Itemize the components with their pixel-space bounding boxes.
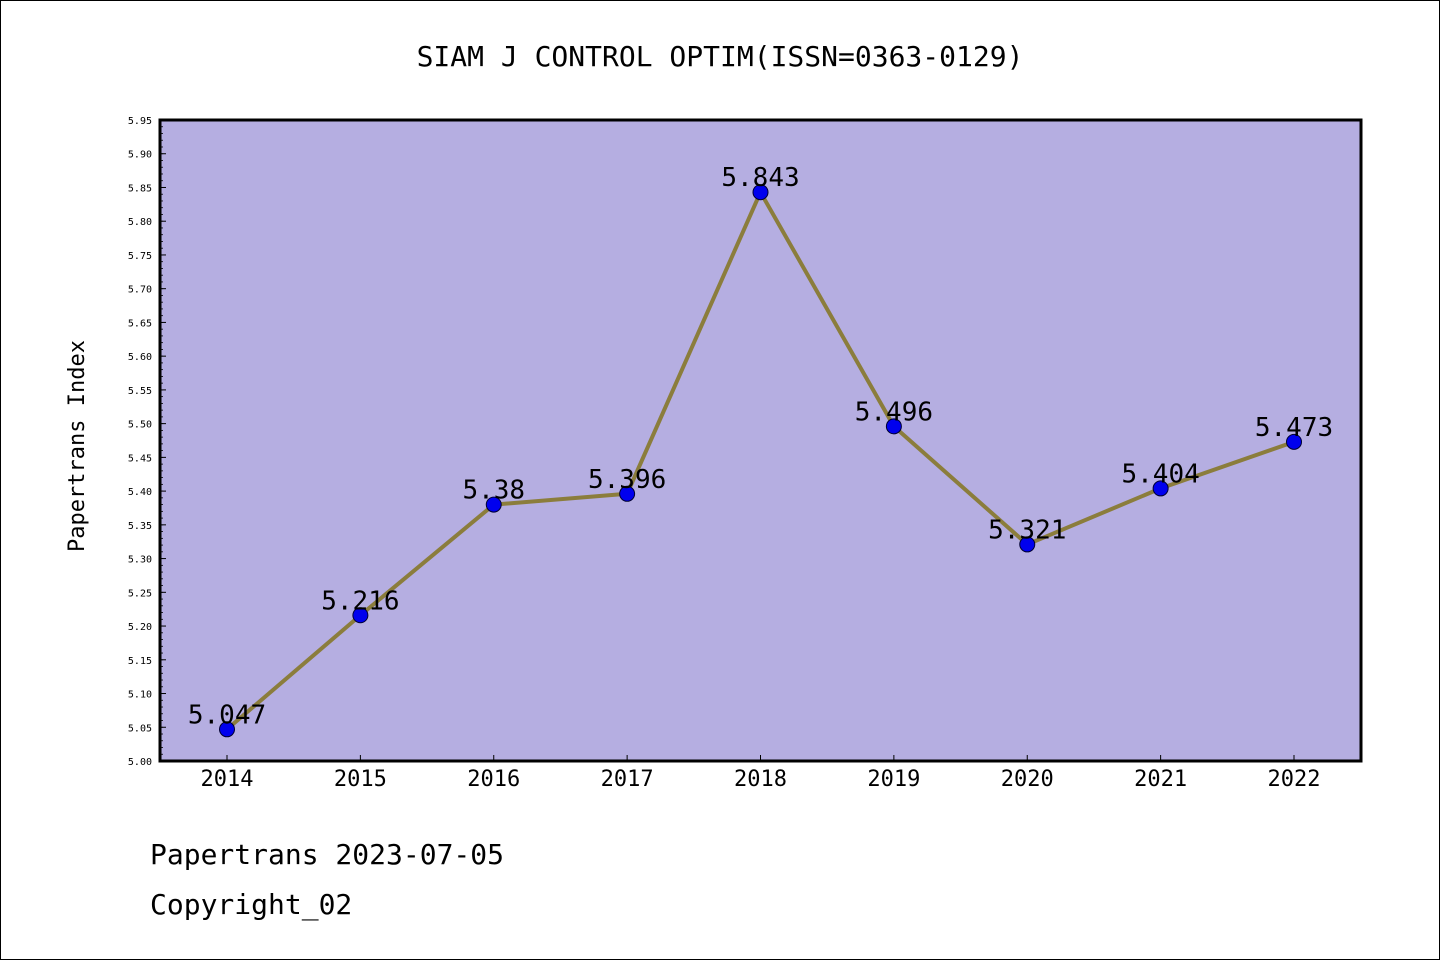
data-label-2017: 5.396 bbox=[588, 465, 666, 495]
data-label-2022: 5.473 bbox=[1255, 413, 1333, 443]
y-tick-label: 5.10 bbox=[128, 690, 152, 701]
footer-copyright: Copyright_02 bbox=[150, 888, 352, 922]
data-point-2022 bbox=[1286, 433, 1302, 450]
x-tick-label: 2014 bbox=[201, 767, 254, 792]
data-label-group: 5.047 5.216 5.38 5.396 5.843 5.496 5.321 5.404 5… bbox=[188, 163, 1333, 730]
data-point-2017 bbox=[619, 485, 636, 502]
x-tick-label: 2018 bbox=[734, 767, 787, 792]
y-tick-label: 5.40 bbox=[128, 487, 152, 498]
data-label-2016: 5.38 bbox=[462, 476, 525, 506]
y-tick-label: 5.70 bbox=[128, 285, 152, 296]
y-tick-label: 5.80 bbox=[128, 217, 152, 228]
data-point-2020 bbox=[1019, 536, 1036, 553]
y-tick-label: 5.15 bbox=[128, 656, 152, 667]
y-tick-label: 5.75 bbox=[128, 251, 152, 262]
y-tick-label: 5.00 bbox=[128, 757, 152, 768]
data-label-2019: 5.496 bbox=[855, 397, 933, 427]
y-axis-label: Papertrans Index bbox=[65, 340, 90, 552]
y-tick-label: 5.60 bbox=[128, 352, 152, 363]
y-tick-label: 5.35 bbox=[128, 521, 152, 532]
x-axis: 2014 2015 2016 2017 2018 2019 2020 2021 2022 bbox=[201, 755, 1321, 792]
y-tick-label: 5.95 bbox=[128, 116, 152, 127]
data-point-2021 bbox=[1152, 480, 1169, 497]
y-tick-label: 5.90 bbox=[128, 150, 152, 161]
y-tick-label: 5.05 bbox=[128, 723, 152, 734]
y-tick-label: 5.25 bbox=[128, 588, 152, 599]
data-label-2014: 5.047 bbox=[188, 700, 266, 730]
y-tick-label: 5.45 bbox=[128, 453, 152, 464]
x-tick-label: 2022 bbox=[1268, 767, 1321, 792]
data-point-2016 bbox=[485, 496, 502, 513]
marker-group bbox=[219, 184, 1302, 738]
y-axis: 5.00 5.05 5.10 5.15 5.20 5.25 5.30 5.35 5.40 5.45… bbox=[128, 116, 166, 768]
x-tick-label: 2015 bbox=[334, 767, 387, 792]
y-tick-label: 5.65 bbox=[128, 318, 152, 329]
data-point-2018 bbox=[752, 184, 769, 201]
data-label-2021: 5.404 bbox=[1121, 459, 1199, 489]
data-point-2019 bbox=[885, 418, 902, 435]
data-point-2015 bbox=[352, 607, 369, 624]
x-tick-label: 2021 bbox=[1134, 767, 1187, 792]
chart-title: SIAM J CONTROL OPTIM(ISSN=0363-0129) bbox=[417, 40, 1024, 73]
data-label-2020: 5.321 bbox=[988, 515, 1066, 545]
data-label-2015: 5.216 bbox=[321, 586, 399, 616]
y-tick-label: 5.55 bbox=[128, 386, 152, 397]
x-tick-label: 2019 bbox=[867, 767, 920, 792]
y-tick-label: 5.85 bbox=[128, 183, 152, 194]
x-tick-label: 2016 bbox=[467, 767, 520, 792]
x-tick-label: 2017 bbox=[601, 767, 654, 792]
data-point-2014 bbox=[219, 721, 235, 738]
y-tick-label: 5.50 bbox=[128, 420, 152, 431]
data-label-2018: 5.843 bbox=[721, 163, 799, 193]
plot-area bbox=[158, 118, 1363, 763]
y-tick-label: 5.30 bbox=[128, 555, 152, 566]
x-tick-label: 2020 bbox=[1001, 767, 1054, 792]
y-tick-label: 5.20 bbox=[128, 622, 152, 633]
footer-date: Papertrans 2023-07-05 bbox=[150, 838, 504, 871]
